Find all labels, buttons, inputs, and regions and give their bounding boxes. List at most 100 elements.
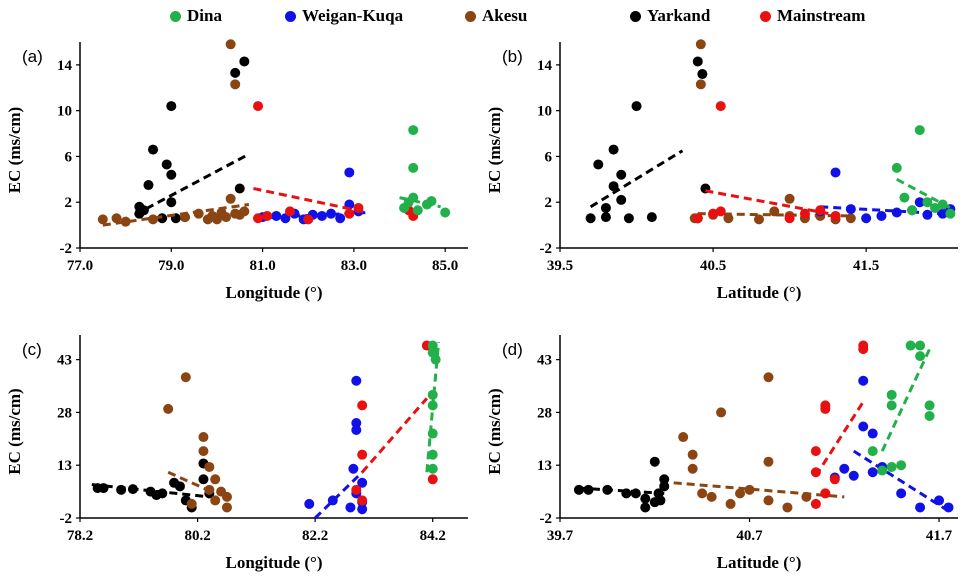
data-point-akesu [735, 488, 746, 499]
panel-label: (d) [502, 340, 523, 359]
data-point-mainstream [262, 210, 273, 221]
data-point-yarkand [659, 481, 670, 492]
x-tick-label: 39.7 [547, 528, 574, 544]
data-point-mainstream [427, 474, 438, 485]
data-point-yarkand [692, 56, 703, 67]
y-tick-label: -2 [60, 511, 73, 527]
y-tick-label: 14 [57, 58, 73, 74]
data-point-yarkand [585, 213, 596, 224]
series-akesu [163, 372, 232, 513]
data-point-dina [891, 162, 902, 173]
data-point-dina [427, 340, 438, 351]
trendline-akesu [673, 481, 845, 499]
series-mainstream [253, 101, 419, 225]
trendline-yarkand [578, 486, 665, 495]
data-point-yarkand [630, 488, 641, 499]
data-point-akesu [111, 213, 122, 224]
data-point-yarkand [148, 144, 159, 155]
data-point-dina [915, 351, 926, 362]
trendline-mainstream [253, 187, 368, 214]
legend-item-yarkand: Yarkand [630, 6, 710, 26]
y-tick-label: 2 [545, 195, 553, 211]
data-point-mainstream [344, 208, 355, 219]
data-point-mainstream [820, 488, 831, 499]
data-point-dina [924, 410, 935, 421]
data-point-dina [896, 460, 907, 471]
legend-label: Yarkand [647, 6, 711, 25]
data-point-akesu [744, 484, 755, 495]
panel-d: -2 13 28 43 39.7 40.7 41.7 (d) Latitude (°) EC (m… [485, 335, 958, 572]
data-point-akesu [687, 449, 698, 460]
data-point-akesu [148, 214, 159, 225]
data-point-dina [907, 205, 918, 216]
data-point-yarkand [631, 101, 642, 112]
data-point-weigan-kuqa [915, 502, 926, 513]
data-point-akesu [221, 502, 232, 513]
series-dina [867, 340, 935, 476]
data-point-yarkand [166, 197, 177, 208]
data-point-yarkand [166, 169, 177, 180]
legend-marker [760, 10, 771, 22]
y-axis-label: EC (ms/cm) [485, 107, 504, 193]
data-point-dina [886, 461, 897, 472]
data-point-weigan-kuqa [848, 470, 859, 481]
x-tick-label: 39.5 [547, 258, 573, 274]
data-point-akesu [697, 488, 708, 499]
data-point-akesu [782, 502, 793, 513]
data-point-akesu [163, 403, 174, 414]
data-point-yarkand [239, 56, 250, 67]
x-tick-label: 79.0 [158, 258, 184, 274]
data-point-akesu [210, 474, 221, 485]
data-point-yarkand [174, 481, 185, 492]
legend-label: Akesu [482, 6, 528, 25]
y-axis-label: EC (ms/cm) [5, 107, 24, 193]
data-point-yarkand [600, 212, 611, 223]
data-point-akesu [198, 446, 209, 457]
trendline-mainstream [814, 401, 865, 477]
series-akesu [689, 39, 856, 225]
data-point-weigan-kuqa [858, 421, 869, 432]
panel-label: (a) [22, 47, 43, 66]
y-tick-label: -2 [540, 241, 553, 257]
data-point-weigan-kuqa [326, 208, 337, 219]
data-point-mainstream [858, 344, 869, 355]
trendline-weigan-kuqa [852, 449, 950, 513]
y-tick-label: 43 [537, 353, 552, 369]
data-point-mainstream [303, 214, 314, 225]
data-point-yarkand [198, 474, 209, 485]
data-point-weigan-kuqa [867, 428, 878, 439]
data-point-weigan-kuqa [348, 463, 359, 474]
x-axis-label: Longitude (°) [225, 283, 322, 302]
data-point-weigan-kuqa [867, 467, 878, 478]
x-tick-label: 40.5 [700, 258, 726, 274]
panel-b: -2 2 6 10 14 39.5 40.5 41.5 (b) Latitude (°) EC (m… [485, 39, 958, 302]
legend-item-mainstream: Mainstream [760, 6, 865, 26]
data-point-yarkand [593, 159, 604, 170]
y-tick-label: 10 [537, 104, 552, 120]
data-point-mainstream [820, 403, 831, 414]
data-point-yarkand [98, 483, 109, 494]
data-point-yarkand [608, 181, 619, 192]
trendline-mainstream [705, 189, 836, 217]
data-point-dina [930, 202, 941, 213]
data-point-akesu [225, 39, 236, 50]
legend-label: Mainstream [777, 6, 866, 25]
data-point-weigan-kuqa [351, 425, 362, 436]
data-point-akesu [763, 456, 774, 467]
data-point-weigan-kuqa [357, 477, 368, 488]
legend-marker [285, 10, 296, 22]
x-tick-label: 77.0 [67, 258, 93, 274]
data-point-yarkand [143, 180, 154, 191]
data-point-mainstream [829, 474, 840, 485]
series-akesu [673, 372, 845, 513]
data-point-akesu [706, 491, 717, 502]
data-point-akesu [120, 216, 131, 227]
legend-marker [465, 10, 476, 22]
data-point-dina [899, 192, 910, 203]
data-point-yarkand [234, 183, 245, 194]
y-axis-label: EC (ms/cm) [485, 388, 504, 474]
trendline-yarkand [589, 149, 684, 209]
data-point-yarkand [640, 502, 651, 513]
data-point-weigan-kuqa [839, 463, 850, 474]
